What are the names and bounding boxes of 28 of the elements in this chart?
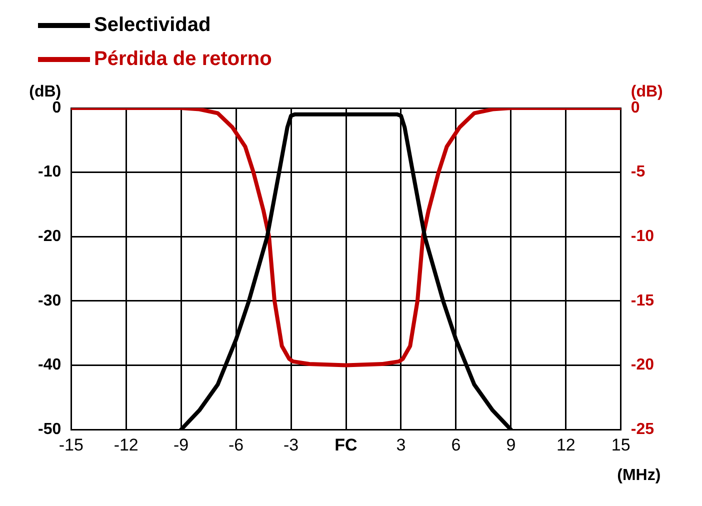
y2-tick-label: -20 (630, 356, 654, 374)
y2-tick-label: -15 (630, 292, 654, 310)
x-tick-label: 3 (396, 435, 406, 454)
x-tick-label: -12 (114, 435, 138, 454)
x-tick-label: 12 (556, 435, 576, 454)
y-tick-label: -10 (38, 164, 62, 181)
x-tick-label: -9 (174, 435, 189, 454)
legend-label: Pérdida de retorno (94, 48, 272, 70)
x-tick-label: 9 (506, 435, 516, 454)
x-tick-label: FC (334, 435, 358, 454)
legend-label: Selectividad (94, 14, 211, 36)
x-tick-label: 6 (451, 435, 461, 454)
y-tick-label: -50 (38, 421, 62, 438)
x-tick-label: -6 (228, 435, 244, 454)
y-tick-label: -20 (38, 228, 62, 246)
y2-tick-label: -5 (630, 164, 646, 181)
y-tick-label: 0 (52, 99, 62, 116)
y-axis-title: (dB) (29, 83, 62, 100)
y2-axis-title: (dB) (630, 83, 663, 100)
x-tick-label: 15 (611, 435, 630, 454)
x-axis-title: (MHz) (617, 467, 661, 484)
y2-tick-label: -25 (630, 421, 654, 438)
x-tick-label: -15 (58, 435, 84, 454)
y2-tick-label: -10 (630, 228, 654, 246)
y-tick-label: -30 (38, 292, 62, 310)
y2-tick-label: 0 (630, 99, 640, 116)
y-tick-label: -40 (38, 356, 62, 374)
x-tick-label: -3 (283, 435, 299, 454)
